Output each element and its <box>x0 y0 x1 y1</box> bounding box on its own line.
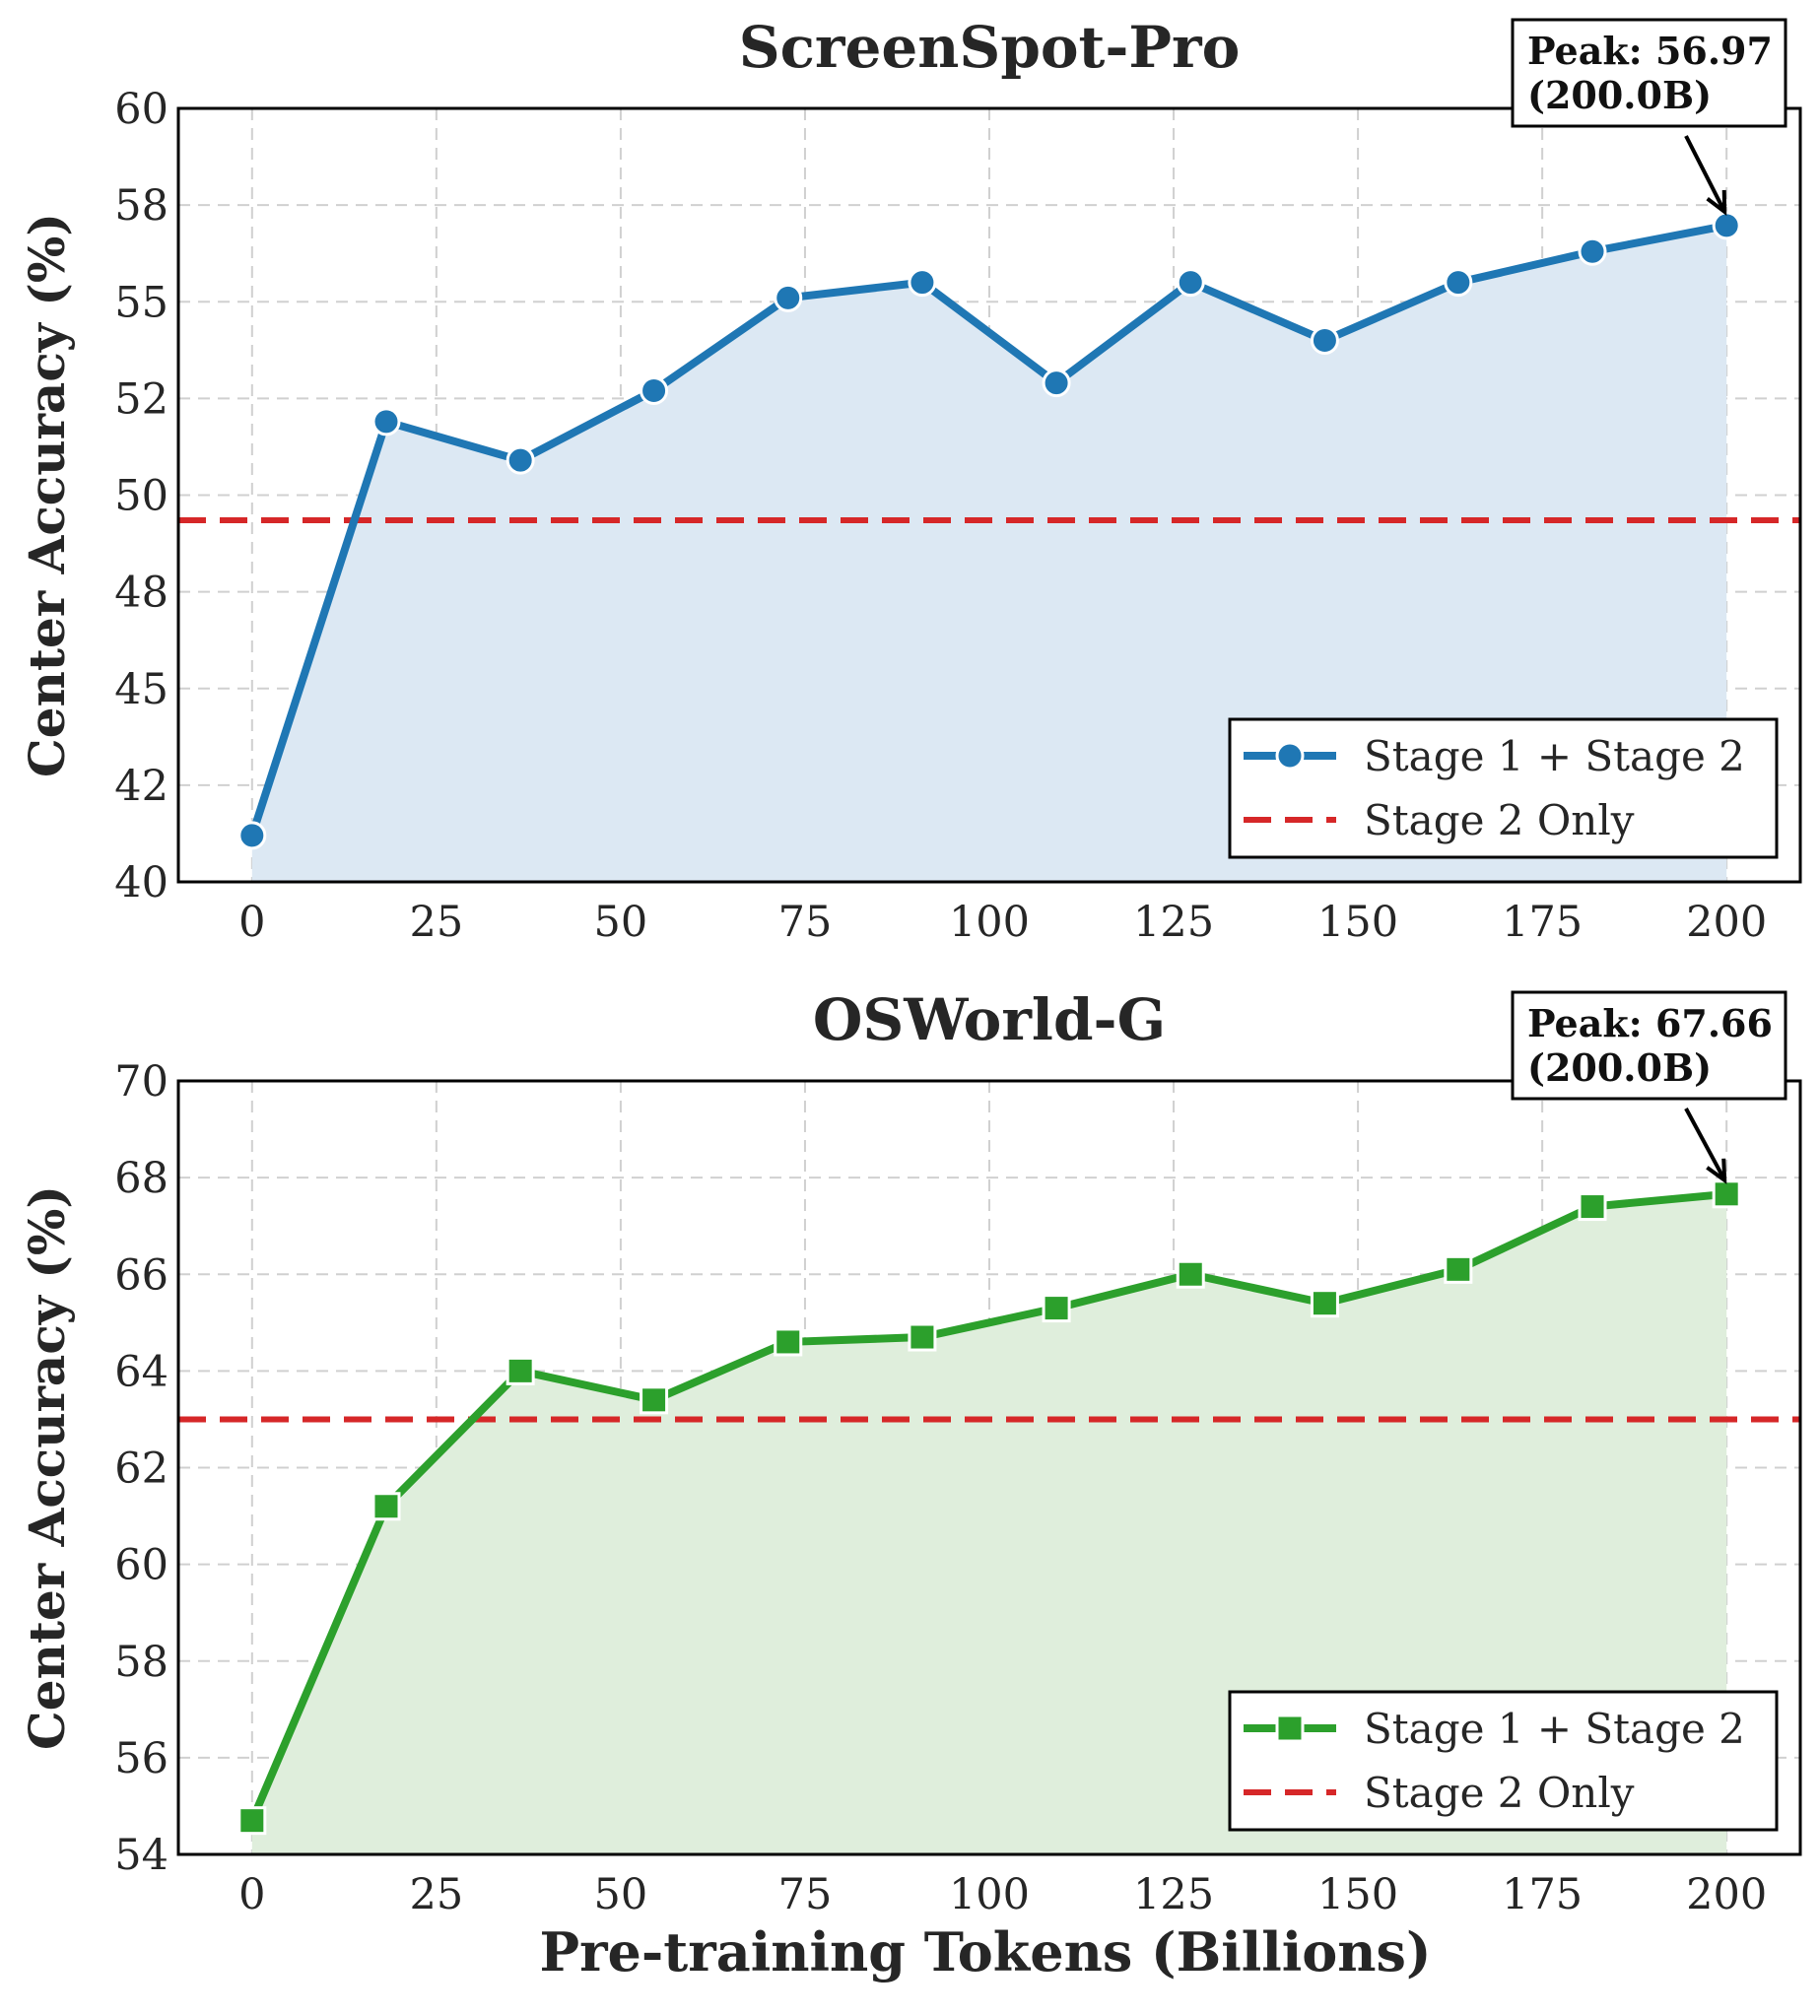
x-tick-label: 50 <box>594 898 648 947</box>
x-tick-label: 125 <box>1133 898 1214 947</box>
legend: Stage 1 + Stage 2 Stage 2 Only <box>1228 1690 1779 1832</box>
x-tick-label: 100 <box>949 1870 1030 1919</box>
x-tick-label: 100 <box>949 898 1030 947</box>
data-point <box>908 1322 937 1352</box>
data-point <box>371 407 401 437</box>
series-line <box>248 222 1727 838</box>
annotation-text-tokens: (200.0B) <box>1527 73 1712 117</box>
x-tick-label: 25 <box>410 1870 464 1919</box>
series-line <box>248 1189 1727 1823</box>
legend-marker <box>1275 741 1305 771</box>
annotation-arrow-head <box>1706 1158 1727 1184</box>
x-tick-label: 50 <box>594 1870 648 1919</box>
x-axis-label: Pre-training Tokens (Billions) <box>539 1920 1431 1983</box>
y-tick-label: 55 <box>114 278 169 327</box>
data-point <box>1578 236 1607 266</box>
y-tick-label: 64 <box>114 1347 169 1396</box>
data-point <box>371 1492 401 1521</box>
x-tick-label: 25 <box>410 898 464 947</box>
x-tick-label: 150 <box>1317 898 1398 947</box>
x-tick-label: 200 <box>1686 898 1767 947</box>
data-point <box>774 1327 803 1357</box>
data-point <box>774 283 803 312</box>
annotation-text-value: Peak: 67.66 <box>1527 1001 1773 1045</box>
axes-frame <box>176 106 1802 884</box>
data-point <box>237 821 267 850</box>
x-tick-label: 175 <box>1502 898 1583 947</box>
data-point <box>1310 1289 1339 1318</box>
legend-box <box>1228 1690 1779 1832</box>
peak-annotation: Peak: 67.66(200.0B) <box>1511 990 1787 1184</box>
y-axis-label: Center Accuracy (%) <box>18 1185 76 1750</box>
legend-label-baseline: Stage 2 Only <box>1364 1769 1635 1817</box>
y-tick-label: 42 <box>114 762 169 811</box>
data-point <box>1042 1294 1071 1323</box>
series-area-fill <box>251 1193 1727 1854</box>
x-tick-label: 175 <box>1502 1870 1583 1919</box>
data-point <box>1310 326 1339 355</box>
y-tick-label: 60 <box>114 1541 169 1590</box>
peak-annotation: Peak: 56.97(200.0B) <box>1511 18 1787 217</box>
x-tick-label: 75 <box>778 898 833 947</box>
legend-label-baseline: Stage 2 Only <box>1364 796 1635 844</box>
data-point <box>506 445 535 475</box>
data-point <box>1712 1179 1741 1209</box>
y-tick-label: 66 <box>114 1250 169 1300</box>
y-tick-label: 62 <box>114 1445 169 1494</box>
y-tick-label: 68 <box>114 1154 169 1203</box>
y-tick-label: 54 <box>114 1831 169 1880</box>
data-point <box>237 1806 267 1836</box>
y-tick-label: 58 <box>114 181 169 231</box>
y-axis-label: Center Accuracy (%) <box>18 213 76 777</box>
axes-frame <box>176 1079 1802 1856</box>
panel-screenspot-pro: 0 25 50 75 100 125 150 175 200 40 42 45 48 50 52 55 58 60… <box>18 14 1802 947</box>
y-tick-label: 45 <box>114 665 169 714</box>
y-tick-label: 48 <box>114 569 169 618</box>
data-point <box>1712 211 1741 240</box>
x-tick-label: 150 <box>1317 1870 1398 1919</box>
annotation-arrow-shaft <box>1684 135 1724 209</box>
legend-label-series: Stage 1 + Stage 2 <box>1364 1705 1745 1753</box>
annotation-text-value: Peak: 56.97 <box>1527 29 1773 73</box>
data-point <box>1444 1254 1473 1284</box>
data-point <box>1578 1192 1607 1222</box>
x-tick-label: 125 <box>1133 1870 1214 1919</box>
legend-label-series: Stage 1 + Stage 2 <box>1364 732 1745 780</box>
data-point <box>1176 1259 1205 1289</box>
series-area-fill <box>251 225 1727 883</box>
data-point <box>506 1356 535 1385</box>
annotation-text-tokens: (200.0B) <box>1527 1045 1712 1090</box>
x-tick-label: 200 <box>1686 1870 1767 1919</box>
annotation-box <box>1511 18 1787 128</box>
data-point <box>640 376 669 406</box>
annotation-arrow-shaft <box>1684 1108 1724 1177</box>
data-point <box>1042 369 1071 398</box>
y-tick-label: 56 <box>114 1734 169 1783</box>
chart-title: ScreenSpot-Pro <box>739 14 1241 81</box>
legend-marker <box>1275 1714 1305 1743</box>
data-point <box>1444 268 1473 298</box>
legend-box <box>1228 717 1779 859</box>
panel-osworld-g: 0 25 50 75 100 125 150 175 200 54 56 58 60 62 64 66 68 70… <box>18 986 1802 1919</box>
data-point <box>908 268 937 298</box>
y-tick-label: 60 <box>114 85 169 134</box>
y-tick-label: 50 <box>114 472 169 521</box>
data-point <box>640 1385 669 1415</box>
x-tick-label: 0 <box>238 898 265 947</box>
data-point <box>1176 268 1205 298</box>
y-tick-label: 70 <box>114 1057 169 1107</box>
x-tick-label: 0 <box>238 1870 265 1919</box>
legend: Stage 1 + Stage 2 Stage 2 Only <box>1228 717 1779 859</box>
y-tick-label: 58 <box>114 1638 169 1687</box>
annotation-arrow-head <box>1706 189 1727 217</box>
chart-title: OSWorld-G <box>813 986 1166 1053</box>
y-tick-label: 40 <box>114 858 169 907</box>
annotation-box <box>1511 990 1787 1101</box>
x-tick-label: 75 <box>778 1870 833 1919</box>
y-tick-label: 52 <box>114 374 169 424</box>
